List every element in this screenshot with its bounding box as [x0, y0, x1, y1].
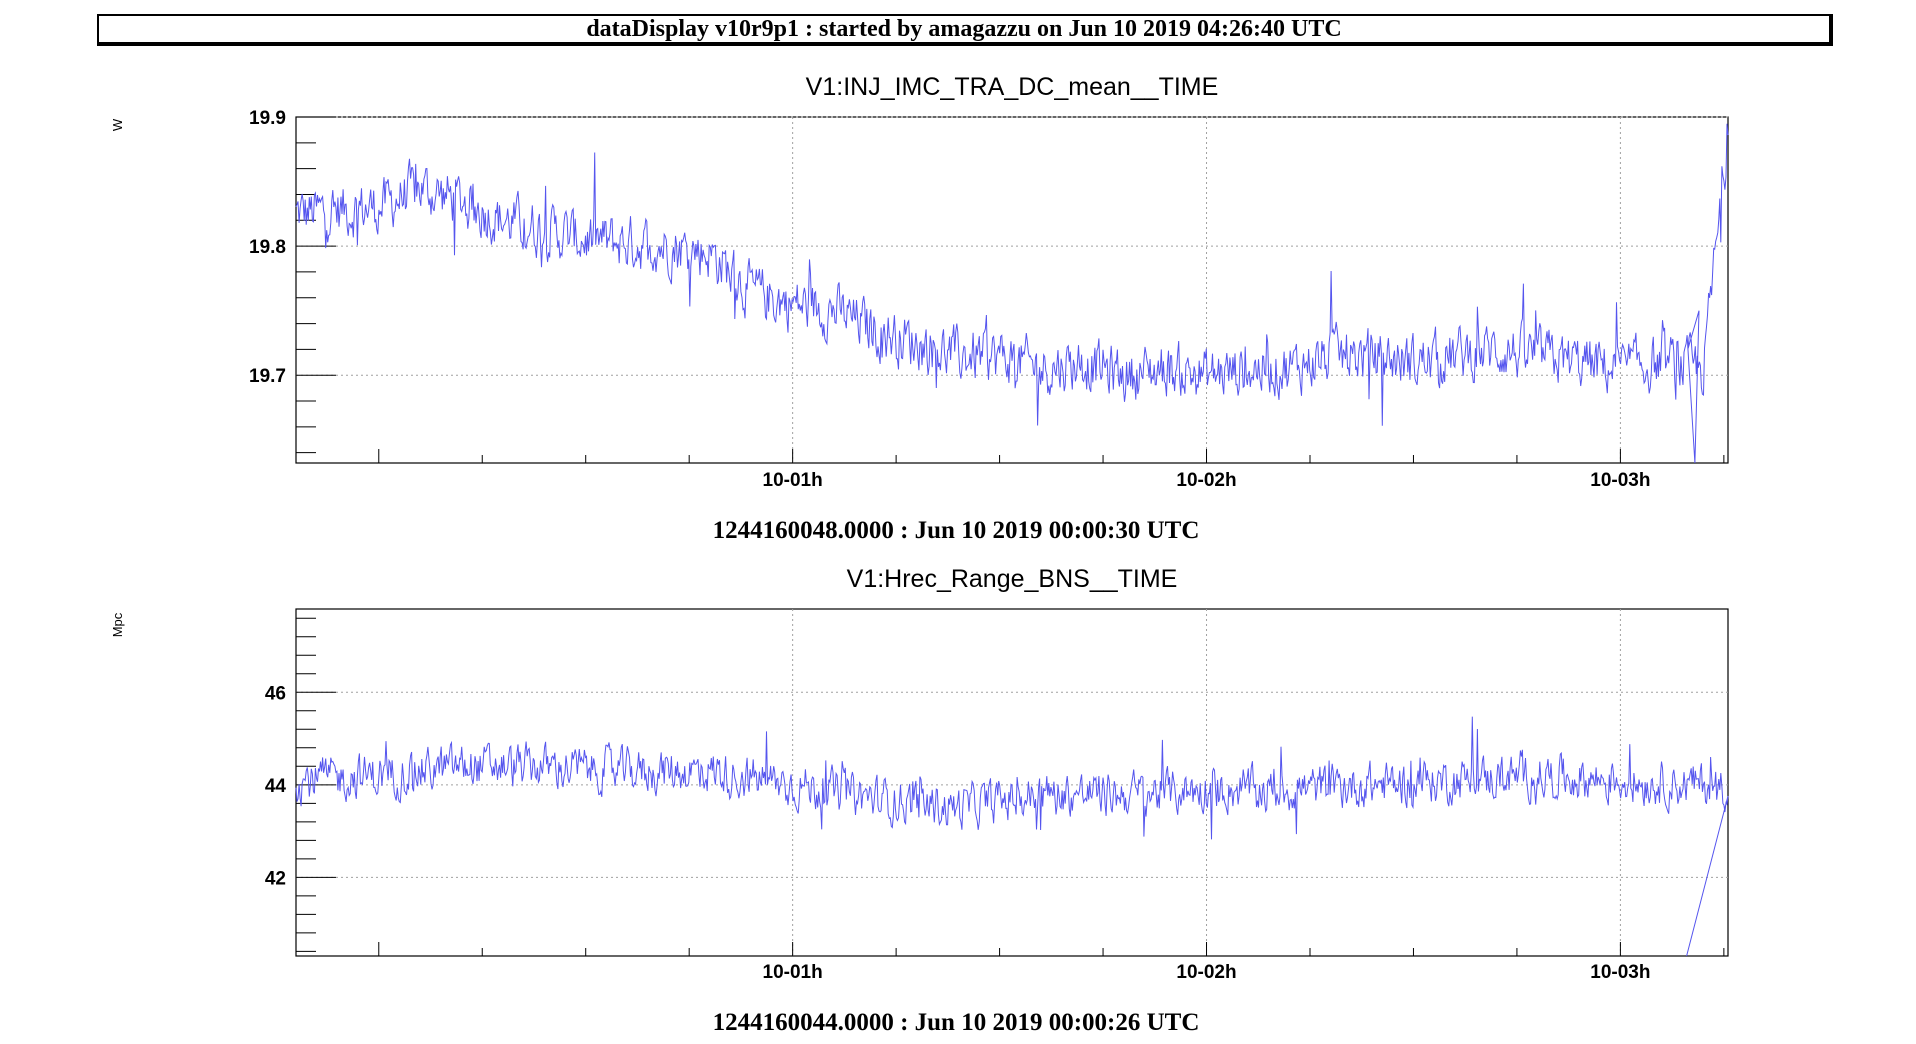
y-tick-label: 44	[265, 776, 287, 797]
x-tick-label: 10-02h	[1176, 470, 1236, 491]
plot-frame	[295, 116, 1729, 464]
y-tick-label: 19.9	[249, 108, 286, 129]
x-tick-label: 10-03h	[1590, 962, 1650, 983]
plot-title: V1:INJ_IMC_TRA_DC_mean__TIME	[806, 73, 1219, 101]
y-tick-label: 46	[265, 683, 286, 704]
series-line	[295, 716, 1729, 957]
x-tick-label: 10-01h	[763, 962, 823, 983]
plot-title: V1:Hrec_Range_BNS__TIME	[847, 565, 1178, 593]
plot-1: 19.7 19.8 19.9 10-01h 10-02h 10-03h V1:INJ_IMC…	[110, 73, 1729, 544]
x-tick-label: 10-03h	[1590, 470, 1650, 491]
x-tick-label: 10-01h	[763, 470, 823, 491]
plot-2: 42 44 46 10-01h 10-02h 10-03h V1:Hrec_Range_BN…	[110, 565, 1729, 1036]
y-tick-label: 19.7	[249, 366, 286, 387]
window-title: dataDisplay v10r9p1 : started by amagazz…	[97, 14, 1833, 46]
series-line	[295, 123, 1729, 464]
y-tick-label: 42	[265, 868, 286, 889]
x-tick-label: 10-02h	[1176, 962, 1236, 983]
x-axis-label: 1244160048.0000 : Jun 10 2019 00:00:30 U…	[713, 517, 1200, 544]
y-axis-label: Mpc	[110, 612, 125, 637]
x-axis-label: 1244160044.0000 : Jun 10 2019 00:00:26 U…	[713, 1009, 1200, 1036]
plot-frame	[295, 608, 1729, 957]
y-tick-label: 19.8	[249, 237, 286, 258]
y-axis-label: W	[110, 118, 125, 131]
